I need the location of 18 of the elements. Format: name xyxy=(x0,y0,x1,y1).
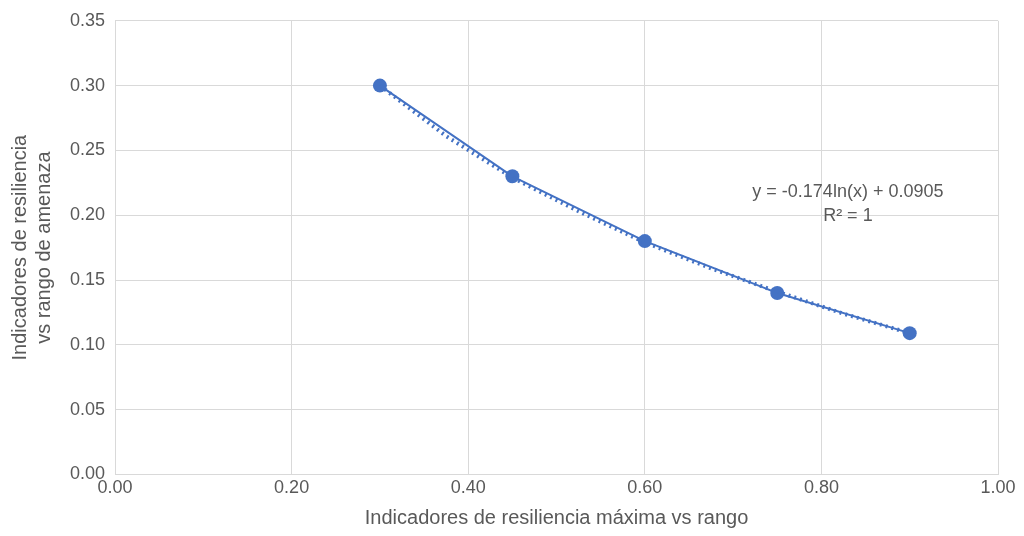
y-tick-label: 0.15 xyxy=(69,268,106,289)
point xyxy=(902,326,917,341)
x-axis-title: Indicadores de resiliencia máxima vs rango xyxy=(364,505,749,528)
x-tick-label: 0.40 xyxy=(450,477,486,498)
annotation: R² = 1 xyxy=(823,205,873,226)
point xyxy=(372,78,387,93)
y-tick-label: 0.25 xyxy=(69,139,106,160)
y-tick-label: 0.10 xyxy=(69,333,106,354)
x-tick-label: 1.00 xyxy=(980,477,1016,498)
x-tick-label: 0.80 xyxy=(803,477,839,498)
y-axis-title: Indicadores de resiliencia vs rango de amenaza xyxy=(7,133,54,361)
annotation: y = -0.174ln(x) + 0.0905 xyxy=(752,181,944,202)
x-tick-label: 0.60 xyxy=(627,477,663,498)
x-tick-label: 0.20 xyxy=(274,477,310,498)
y-tick-label: 0.20 xyxy=(69,204,106,225)
y-tick-label: 0.05 xyxy=(69,398,106,419)
y-tick-label: 0.30 xyxy=(69,74,106,95)
y-tick-label: 0.35 xyxy=(69,9,106,30)
